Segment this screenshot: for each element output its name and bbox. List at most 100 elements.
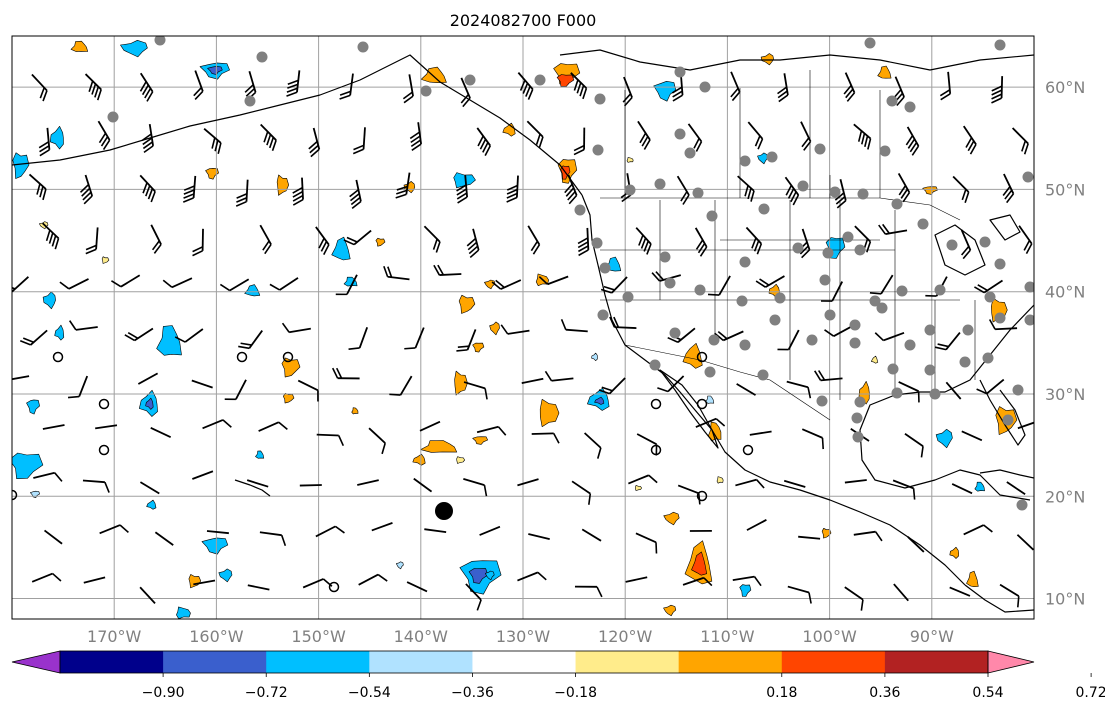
wind-barb-staff xyxy=(139,481,160,495)
wind-barb-feather xyxy=(506,184,518,191)
wind-barb xyxy=(962,125,977,155)
wind-barb-feather xyxy=(578,249,589,257)
wind-barb-staff xyxy=(288,327,311,334)
wind-barb-feather xyxy=(846,92,856,102)
wind-barb-staff xyxy=(139,586,156,605)
wind-barb-feather xyxy=(803,141,812,151)
wind-barb-feather xyxy=(39,149,50,157)
calm-station-circle xyxy=(236,351,248,363)
wind-barb xyxy=(787,585,812,604)
wind-barb xyxy=(737,175,755,202)
contour-fill-region xyxy=(145,397,154,410)
wind-barb-feather xyxy=(153,243,162,254)
contour-fill-region xyxy=(188,574,202,589)
station-dot xyxy=(959,356,971,368)
wind-barb-staff xyxy=(406,581,428,593)
contour-fill-region xyxy=(375,237,386,247)
station-dot xyxy=(816,395,828,407)
wind-barb xyxy=(238,330,263,350)
wind-barb-staff xyxy=(786,380,809,389)
coastline xyxy=(989,214,1021,241)
wind-barb xyxy=(695,417,726,428)
wind-barb xyxy=(544,370,574,382)
wind-barb-feather xyxy=(902,192,911,203)
wind-barb-feather xyxy=(651,272,661,282)
wind-barb xyxy=(95,424,118,430)
contour-fill-region xyxy=(49,126,64,150)
wind-barb-feather xyxy=(244,84,254,93)
station-dot xyxy=(876,302,888,314)
wind-barb-feather xyxy=(287,83,299,89)
wind-barb-feather xyxy=(988,319,996,330)
map-title: 2024082700 F000 xyxy=(450,11,597,30)
wind-barb-feather xyxy=(111,280,122,288)
wind-barb-staff xyxy=(961,430,983,442)
wind-barb-staff xyxy=(465,583,482,601)
calm-station-circle xyxy=(696,351,708,363)
calm-station-circle xyxy=(328,581,340,593)
wind-barb-staff xyxy=(749,430,772,436)
wind-barb xyxy=(736,383,756,396)
wind-barb-feather xyxy=(731,91,741,102)
contour-fill-region xyxy=(739,584,752,597)
wind-barb-feather xyxy=(500,324,509,335)
wind-barb-feather xyxy=(193,86,203,97)
wind-barb-staff xyxy=(635,532,657,544)
wind-barb xyxy=(349,179,362,210)
station-dot xyxy=(244,95,256,107)
wind-barb-feather xyxy=(703,577,713,587)
wind-barb xyxy=(331,367,360,380)
wind-barb-staff xyxy=(137,372,159,385)
wind-barb-staff xyxy=(202,419,224,430)
wind-barb-staff xyxy=(368,427,386,444)
contour-fill-region xyxy=(935,428,953,449)
wind-barb-feather xyxy=(639,132,647,144)
wind-barb xyxy=(814,370,843,382)
wind-barb-feather xyxy=(621,194,632,203)
station-dot xyxy=(822,247,834,259)
station-dot xyxy=(891,198,903,210)
wind-barb-staff xyxy=(547,275,569,286)
wind-barb xyxy=(476,425,507,436)
wind-barb xyxy=(371,522,393,532)
contour-fill-region xyxy=(489,321,500,336)
colorbar-segment xyxy=(678,651,783,673)
wind-barb xyxy=(960,229,972,260)
wind-barb-staff xyxy=(833,324,854,337)
wind-barb xyxy=(976,378,1005,395)
station-dot xyxy=(708,334,720,346)
wind-barb-feather xyxy=(835,196,846,205)
wind-barb-staff xyxy=(302,578,324,589)
contour-fill-region xyxy=(653,81,677,102)
wind-barb-feather xyxy=(917,391,920,403)
contour-fill-region xyxy=(858,381,870,405)
wind-barb-feather xyxy=(42,188,47,201)
wind-barb xyxy=(732,575,762,587)
wind-barb-feather xyxy=(292,186,303,194)
station-dot xyxy=(758,203,770,215)
wind-barb-feather xyxy=(588,493,592,505)
station-dot xyxy=(704,366,716,378)
wind-barb-staff xyxy=(171,277,193,289)
wind-barb-feather xyxy=(506,188,518,195)
contour-fill-region xyxy=(663,604,677,617)
wind-barb-feather xyxy=(609,316,616,328)
wind-barb xyxy=(945,381,962,400)
wind-barb xyxy=(124,327,154,342)
wind-barb xyxy=(139,72,154,102)
wind-barb-feather xyxy=(905,135,914,146)
wind-barb-staff xyxy=(682,576,705,586)
wind-barb-feather xyxy=(310,148,320,158)
wind-barb-feather xyxy=(792,194,800,206)
wind-barb-feather xyxy=(860,133,866,145)
wind-barb-staff xyxy=(732,575,755,582)
wind-barb xyxy=(897,172,911,203)
wind-barb-feather xyxy=(263,131,269,143)
wind-barb xyxy=(423,225,441,253)
wind-barb xyxy=(961,430,983,442)
wind-barb-feather xyxy=(697,243,706,254)
station-dot xyxy=(984,291,996,303)
wind-barb xyxy=(395,172,411,199)
wind-barb xyxy=(637,120,651,150)
longitude-label: 150°W xyxy=(291,627,346,646)
